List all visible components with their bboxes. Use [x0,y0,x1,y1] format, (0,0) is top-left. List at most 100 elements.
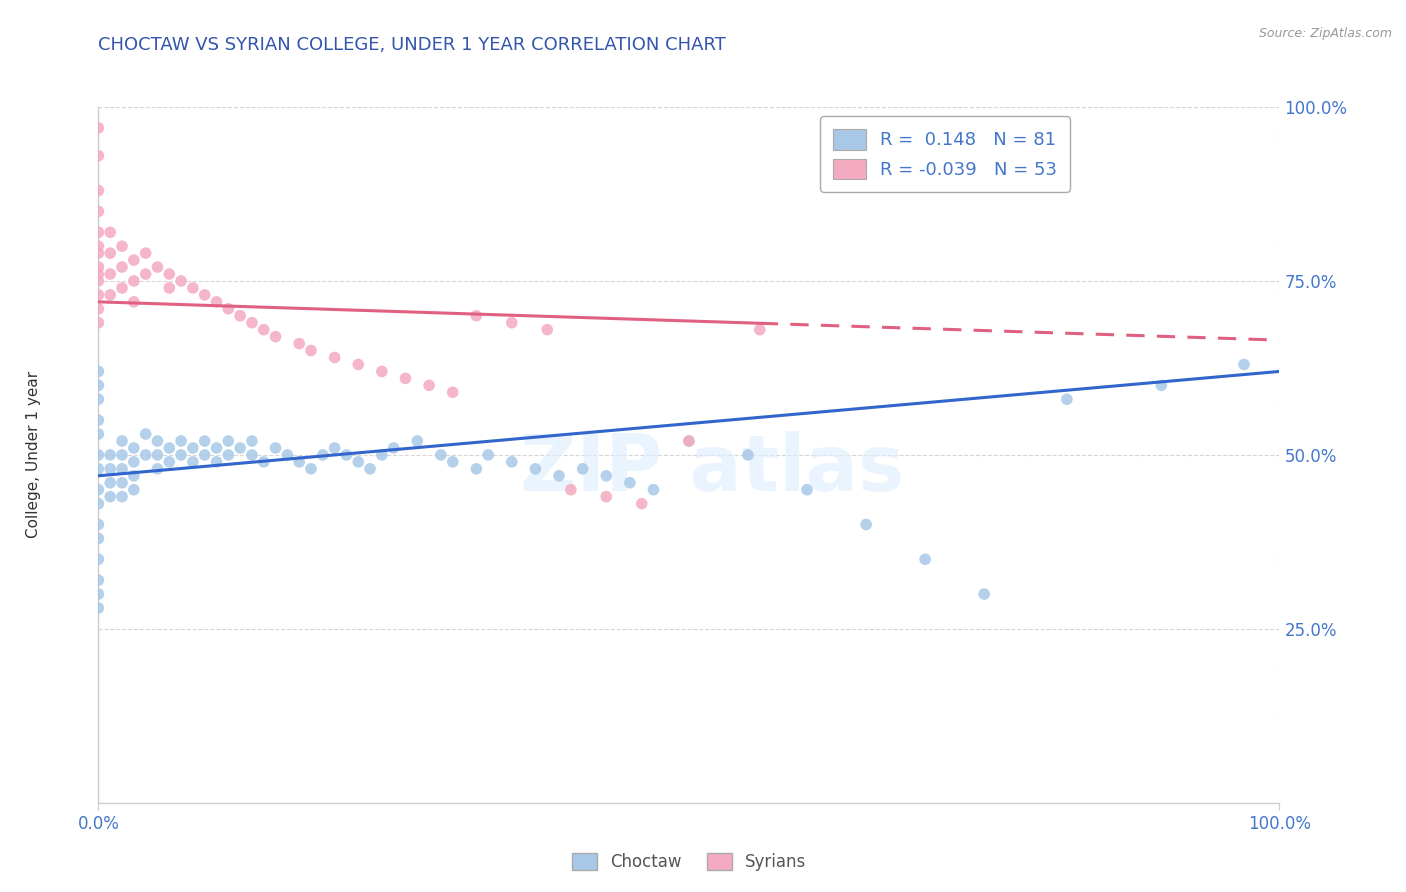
Point [205,294,228,309]
Point [87,239,110,253]
Point [1056,392,1078,407]
Point [87,601,110,615]
Point [157,267,180,281]
Point [146,448,169,462]
Point [135,448,157,462]
Point [347,358,370,372]
Point [205,441,228,455]
Point [382,441,405,455]
Point [335,448,357,462]
Legend: Choctaw, Syrians: Choctaw, Syrians [565,847,813,878]
Point [536,323,558,337]
Point [323,441,346,455]
Point [914,552,936,566]
Point [98,475,121,490]
Point [1150,378,1173,392]
Point [323,351,346,365]
Point [217,301,239,316]
Point [264,329,287,343]
Point [240,316,263,330]
Point [524,462,547,476]
Point [181,441,204,455]
Point [146,462,169,476]
Text: ZIP atlas: ZIP atlas [520,431,904,507]
Point [122,483,145,497]
Point [87,448,110,462]
Point [194,434,217,448]
Point [87,120,110,135]
Point [98,448,121,462]
Point [135,267,157,281]
Point [288,336,311,351]
Point [240,448,263,462]
Point [170,434,193,448]
Point [501,316,523,330]
Point [253,455,276,469]
Point [111,490,134,504]
Point [299,462,322,476]
Point [111,475,134,490]
Point [87,204,110,219]
Point [98,246,121,260]
Point [430,448,453,462]
Point [157,441,180,455]
Point [548,468,571,483]
Point [122,253,145,268]
Point [98,490,121,504]
Point [371,364,394,378]
Point [98,288,121,302]
Point [111,281,134,295]
Point [276,448,298,462]
Text: CHOCTAW VS SYRIAN COLLEGE, UNDER 1 YEAR CORRELATION CHART: CHOCTAW VS SYRIAN COLLEGE, UNDER 1 YEAR … [98,36,727,54]
Point [205,455,228,469]
Point [394,371,416,385]
Point [253,323,276,337]
Point [87,301,110,316]
Text: Source: ZipAtlas.com: Source: ZipAtlas.com [1258,27,1392,40]
Point [595,490,617,504]
Point [796,483,818,497]
Point [359,462,381,476]
Point [217,434,239,448]
Point [87,288,110,302]
Point [87,260,110,274]
Point [111,448,134,462]
Point [194,448,217,462]
Point [288,455,311,469]
Point [217,448,239,462]
Point [855,517,877,532]
Point [87,378,110,392]
Point [441,385,464,400]
Point [181,455,204,469]
Point [619,475,641,490]
Point [973,587,995,601]
Point [465,309,488,323]
Point [146,260,169,274]
Point [87,497,110,511]
Point [1233,358,1256,372]
Point [111,434,134,448]
Point [229,309,252,323]
Point [122,441,145,455]
Point [501,455,523,469]
Point [87,552,110,566]
Point [170,448,193,462]
Point [122,274,145,288]
Text: College, Under 1 year: College, Under 1 year [25,371,41,539]
Point [98,267,121,281]
Point [87,532,110,546]
Point [98,225,121,239]
Point [87,587,110,601]
Point [111,462,134,476]
Point [441,455,464,469]
Point [111,239,134,253]
Point [122,294,145,309]
Point [87,225,110,239]
Point [406,434,429,448]
Point [87,462,110,476]
Point [87,267,110,281]
Point [111,260,134,274]
Point [264,441,287,455]
Point [157,281,180,295]
Point [135,427,157,442]
